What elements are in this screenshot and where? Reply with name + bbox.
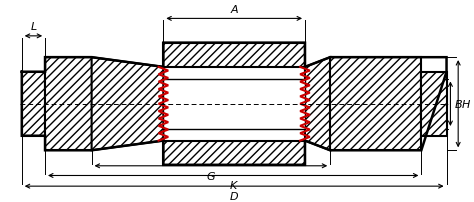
Text: B: B [454, 99, 462, 109]
Text: H: H [462, 99, 470, 109]
Polygon shape [22, 72, 45, 136]
Text: D: D [230, 191, 238, 201]
Polygon shape [330, 58, 421, 150]
Text: L: L [30, 22, 36, 32]
Polygon shape [45, 58, 91, 150]
Polygon shape [305, 58, 330, 150]
Polygon shape [164, 43, 305, 67]
Text: K: K [229, 180, 237, 190]
Polygon shape [91, 58, 164, 150]
Polygon shape [421, 72, 447, 136]
Polygon shape [164, 79, 305, 129]
Text: A: A [230, 4, 238, 15]
Polygon shape [164, 141, 305, 165]
Text: G: G [207, 171, 215, 181]
